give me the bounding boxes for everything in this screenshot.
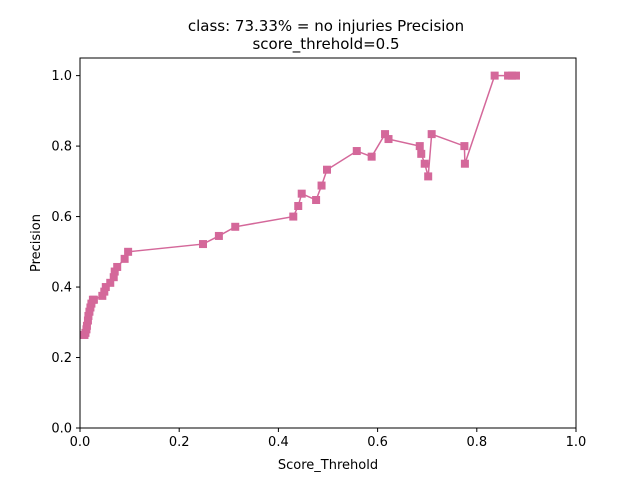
data-point-marker bbox=[415, 142, 424, 151]
y-tick-label: 0.0 bbox=[51, 422, 72, 437]
x-tick-label: 0.8 bbox=[466, 435, 487, 450]
y-tick-label: 1.0 bbox=[51, 69, 72, 84]
data-point-marker bbox=[84, 311, 93, 320]
data-point-marker bbox=[89, 295, 98, 304]
data-point-marker bbox=[417, 149, 426, 158]
data-point-marker bbox=[352, 147, 361, 156]
data-point-marker bbox=[317, 181, 326, 190]
data-point-marker bbox=[323, 165, 332, 174]
data-point-marker bbox=[381, 130, 390, 139]
data-point-marker bbox=[199, 240, 208, 249]
data-point-marker bbox=[294, 202, 303, 210]
x-tick-label: 0.4 bbox=[268, 435, 289, 450]
data-point-marker bbox=[106, 278, 115, 287]
data-point-marker bbox=[490, 71, 499, 80]
data-point-marker bbox=[98, 291, 107, 300]
y-axis-ticks: 0.0 0.2 0.4 0.6 0.8 1.0 bbox=[51, 69, 80, 437]
x-axis-label: Score_Threhold bbox=[278, 458, 378, 473]
data-point-marker bbox=[289, 212, 298, 221]
data-point-marker bbox=[427, 130, 436, 139]
data-point-marker bbox=[83, 316, 92, 325]
data-point-marker bbox=[297, 189, 306, 198]
data-point-marker bbox=[120, 254, 129, 263]
data-point-marker bbox=[231, 222, 240, 231]
x-axis-ticks: 0.0 0.2 0.4 0.6 0.8 1.0 bbox=[70, 428, 587, 450]
x-tick-label: 0.0 bbox=[70, 435, 91, 450]
x-tick-label: 0.2 bbox=[169, 435, 190, 450]
chart-title-line2: score_threhold=0.5 bbox=[252, 35, 399, 54]
data-point-marker bbox=[460, 142, 469, 151]
data-point-marker bbox=[113, 262, 122, 271]
data-point-marker bbox=[367, 152, 376, 161]
y-tick-label: 0.4 bbox=[51, 281, 72, 296]
data-point-marker bbox=[100, 287, 109, 296]
data-point-marker bbox=[312, 196, 321, 205]
data-point-marker bbox=[82, 321, 91, 330]
y-tick-label: 0.2 bbox=[51, 351, 72, 366]
data-point-marker bbox=[85, 307, 94, 316]
data-point-marker bbox=[384, 135, 393, 144]
y-tick-label: 0.6 bbox=[51, 210, 72, 225]
data-point-marker bbox=[460, 159, 469, 168]
data-point-marker bbox=[424, 172, 433, 181]
y-tick-label: 0.8 bbox=[51, 140, 72, 155]
data-point-marker bbox=[511, 71, 520, 80]
data-point-marker bbox=[110, 267, 119, 276]
plot-area-frame bbox=[79, 57, 577, 429]
data-point-marker bbox=[214, 231, 223, 240]
y-axis-label: Precision bbox=[29, 214, 44, 272]
data-point-marker bbox=[420, 159, 429, 168]
data-point-marker bbox=[124, 247, 133, 256]
data-point-marker bbox=[101, 283, 110, 292]
x-tick-label: 0.6 bbox=[367, 435, 388, 450]
x-tick-label: 1.0 bbox=[566, 435, 587, 450]
chart-title-line1: class: 73.33% = no injuries Precision bbox=[188, 17, 464, 35]
data-point-marker bbox=[109, 273, 118, 282]
series-layer bbox=[80, 71, 520, 339]
